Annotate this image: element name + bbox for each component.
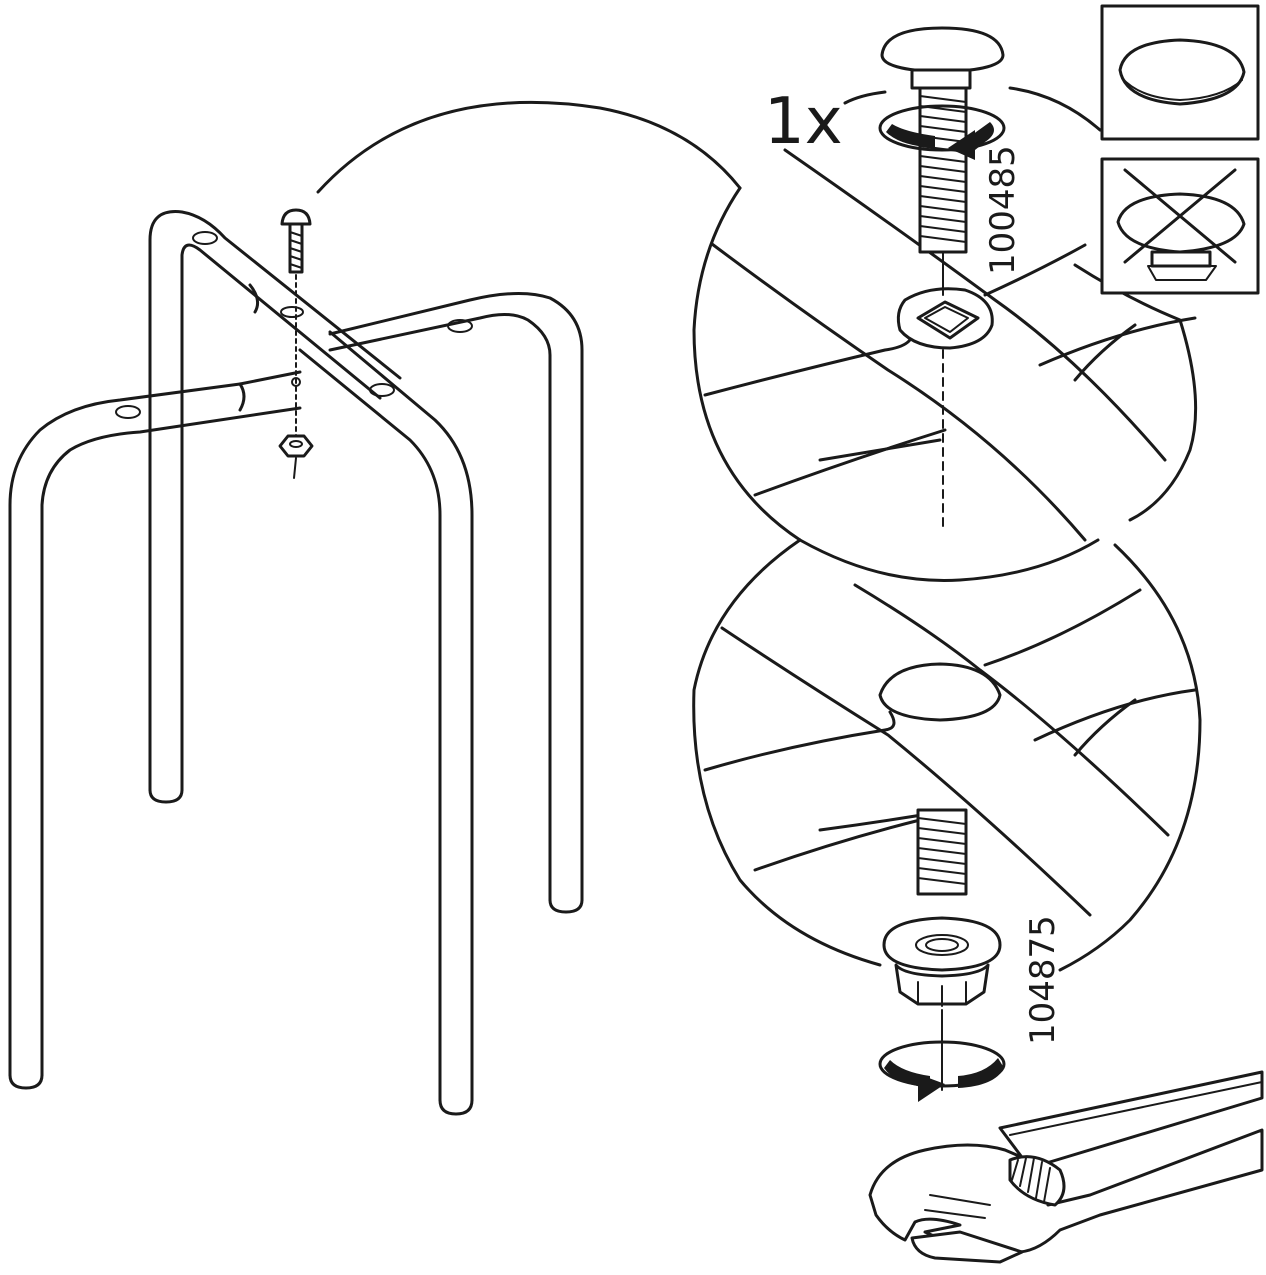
quantity-label: 1x	[764, 85, 843, 159]
tube-frontright-outer	[298, 348, 442, 1102]
leg-foot-back-left	[148, 788, 184, 804]
leg-foot-front-left	[8, 1073, 44, 1090]
part-number-nut: 104875	[1023, 915, 1063, 1045]
zoom1-tube-a-bottom	[710, 242, 1087, 542]
zoom2-tube-a-bottom	[720, 626, 1092, 917]
tube-back-outer	[148, 210, 402, 792]
zoom2-tube-b-top	[703, 710, 896, 772]
zoom1-tube-c-bottom	[1038, 316, 1197, 367]
zoom-detail-top	[692, 86, 1198, 582]
flange-nut-icon	[882, 916, 1002, 1007]
tube-front-inner	[40, 406, 302, 1077]
rotation-arrow-bottom-icon	[878, 1040, 1006, 1102]
tube-front-outer	[8, 382, 242, 1077]
small-nut-icon	[278, 434, 314, 458]
bolt-head-incorrect-icon	[1116, 192, 1246, 281]
tube-back-inner	[180, 243, 382, 792]
hole-right	[447, 319, 473, 333]
sleeve-joint	[238, 382, 246, 412]
zoom2-sleeve-right	[1073, 698, 1137, 757]
part-number-bolt: 100485	[983, 145, 1023, 275]
tube-right-outer	[328, 313, 552, 902]
zoom1-square-hole	[916, 300, 980, 340]
tube-right-inner	[328, 292, 584, 902]
tube-frontright-inner	[328, 330, 474, 1102]
example-incorrect-box	[1100, 157, 1260, 295]
zoom1-tube-b-bottom	[753, 428, 947, 497]
zoom1-tube-a-top	[783, 148, 1167, 462]
zoom1-sleeve-right	[1073, 323, 1137, 382]
hole-back	[192, 231, 218, 245]
hole-center-top	[280, 306, 304, 318]
callout-curve	[316, 100, 742, 194]
stool-frame	[8, 208, 584, 1116]
zoom-circle-bottom-outline-left	[692, 538, 882, 967]
zoom-detail-bottom	[692, 538, 1202, 972]
leg-foot-front-right	[438, 1098, 474, 1116]
adjustable-wrench-icon	[868, 1070, 1264, 1264]
zoom-circle-top-arc	[843, 86, 1102, 132]
carriage-bolt-icon	[880, 26, 1005, 296]
wrench-jaw	[910, 1230, 1024, 1264]
zoom2-tube-c-bottom	[1033, 688, 1197, 742]
zoom1-tube-c-top	[983, 243, 1087, 297]
zoom2-tube-b-bottom	[753, 818, 922, 872]
zoom-circle-bottom-outline-right	[1058, 543, 1202, 972]
cross-mark-icon	[1123, 168, 1237, 264]
hole-frontright	[369, 383, 395, 397]
wrench-head	[868, 1128, 1264, 1254]
cross-segment-a	[238, 370, 302, 386]
bolt-thread-icon	[916, 808, 968, 896]
zoom-circle-top-outline-left	[692, 186, 1100, 582]
zoom1-square-hole-inner	[924, 306, 969, 333]
zoom-circle-top-outline-right	[1073, 263, 1198, 522]
zoom1-sleeve	[818, 438, 942, 462]
example-correct-box	[1100, 4, 1260, 141]
sleeve-joint-top	[248, 283, 260, 314]
small-bolt-icon	[280, 208, 312, 274]
rotation-arrow-icon	[878, 104, 1006, 160]
leg-foot-back-right	[548, 898, 584, 914]
zoom2-bolt-head	[878, 662, 1002, 722]
zoom1-tube-b-top	[703, 323, 914, 397]
bolt-head-correct-icon	[1118, 38, 1246, 106]
small-nut-guide	[293, 457, 297, 479]
hole-front	[115, 405, 141, 419]
zoom2-tube-c-top	[983, 588, 1142, 667]
